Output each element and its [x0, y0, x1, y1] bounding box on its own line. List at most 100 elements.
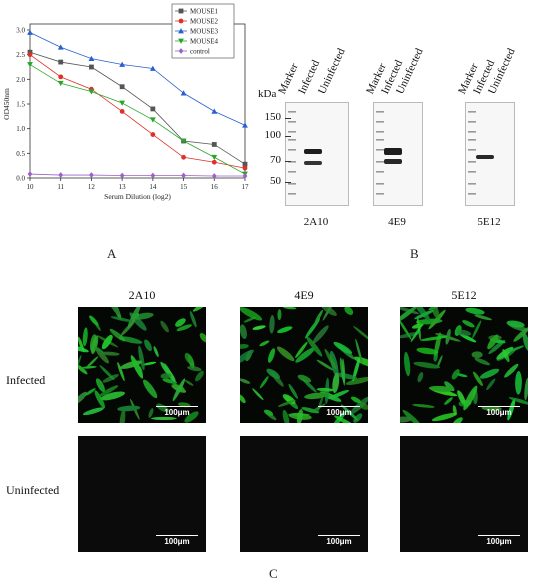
ladder-band	[376, 121, 384, 123]
data-point-mouse3	[242, 122, 248, 128]
uninfected-fluorescence-image: 100μm	[240, 436, 368, 552]
ladder-band	[288, 139, 296, 141]
data-point-mouse4	[180, 138, 187, 144]
series-line-mouse4	[29, 64, 246, 175]
series-line-control	[29, 173, 245, 177]
ladder-band	[468, 161, 476, 163]
panel-label-c: C	[269, 566, 278, 581]
uninfected-fluorescence-image: 100μm	[400, 436, 528, 552]
row-label: Uninfected	[6, 483, 60, 497]
x-tick-label: 11	[57, 183, 64, 191]
blot-membrane	[373, 102, 423, 206]
series-line-mouse1	[29, 51, 246, 165]
scale-bar-label: 100μm	[486, 537, 512, 546]
data-point-mouse1	[27, 49, 33, 55]
marker-tick	[285, 161, 291, 162]
cell-staining	[78, 307, 206, 423]
data-point-mouse3	[88, 55, 95, 62]
y-axis-label: OD450nm	[2, 88, 11, 120]
data-point-mouse1	[211, 142, 217, 147]
data-point-mouse2	[150, 132, 156, 137]
infected-fluorescence-image: 100μm	[240, 307, 368, 423]
scale-bar: 100μm	[318, 534, 360, 546]
protein-band	[384, 159, 402, 164]
data-point-mouse1	[242, 161, 248, 167]
data-point-mouse2	[58, 74, 64, 80]
ladder-band	[288, 193, 296, 195]
legend-marker	[178, 38, 184, 44]
ladder-band	[376, 161, 384, 163]
panel-label-a: A	[107, 246, 117, 261]
y-tick-label: 3.0	[16, 27, 25, 35]
legend-marker	[178, 48, 184, 54]
marker-size-label: 50	[270, 175, 281, 187]
ladder-band	[376, 171, 384, 173]
blot-membrane	[285, 102, 349, 206]
blot-bands	[376, 111, 402, 195]
scale-bar-label: 100μm	[164, 537, 190, 546]
x-tick-label: 16	[211, 183, 219, 191]
ladder-band	[468, 149, 476, 151]
data-point-mouse2	[242, 165, 248, 171]
ladder-band	[288, 131, 296, 133]
data-point-control	[119, 172, 125, 179]
legend-entry: MOUSE4	[190, 38, 219, 46]
data-point-mouse2	[181, 154, 186, 160]
series-line-mouse3	[29, 32, 246, 126]
x-tick-label: 13	[119, 183, 127, 191]
scale-bar: 100μm	[478, 405, 520, 417]
data-point-mouse4	[149, 117, 156, 123]
marker-size-label: 70	[270, 154, 281, 166]
data-point-mouse4	[119, 100, 126, 106]
protein-band	[476, 155, 494, 159]
ladder-band	[376, 139, 384, 141]
ladder-band	[468, 183, 476, 185]
x-tick-label: 10	[27, 183, 35, 191]
series-line-mouse2	[29, 54, 246, 169]
data-point-mouse2	[27, 52, 33, 58]
data-point-mouse3	[211, 108, 218, 114]
scale-bar-label: 100μm	[326, 408, 352, 417]
data-point-mouse4	[27, 62, 33, 68]
y-tick-label: 2.5	[16, 51, 25, 59]
lane-label: Uninfected	[316, 46, 348, 96]
uninfected-fluorescence-image: 100μm	[78, 436, 206, 552]
legend-entry: MOUSE1	[190, 8, 219, 16]
ladder-band	[376, 131, 384, 133]
ladder-band	[468, 121, 476, 123]
data-point-control	[58, 172, 64, 178]
scale-bar-label: 100μm	[164, 408, 190, 417]
scale-bar: 100μm	[318, 405, 360, 417]
data-point-mouse2	[211, 159, 217, 165]
column-label: 5E12	[451, 288, 477, 302]
y-tick-label: 0.5	[16, 150, 25, 158]
legend-marker	[178, 28, 184, 34]
data-point-control	[181, 172, 186, 179]
ladder-band	[288, 111, 296, 113]
data-point-mouse1	[150, 106, 156, 112]
panel-label-b: B	[410, 246, 419, 261]
data-point-mouse1	[89, 64, 94, 70]
data-point-mouse1	[58, 59, 64, 65]
data-point-control	[242, 173, 248, 179]
ladder-band	[468, 193, 476, 195]
x-tick-label: 14	[149, 183, 157, 191]
ladder-band	[376, 193, 384, 195]
data-point-mouse1	[119, 84, 125, 90]
data-point-control	[211, 173, 217, 179]
scale-bar-label: 100μm	[326, 537, 352, 546]
cell-staining	[240, 307, 368, 423]
ladder-band	[376, 149, 384, 151]
plot-frame	[29, 23, 246, 179]
blot-antibody-label: 2A10	[303, 216, 329, 228]
marker-size-label: 100	[264, 129, 282, 141]
cell-staining	[400, 307, 528, 423]
x-axis-label: Serum Dilution (log2)	[104, 192, 171, 201]
data-point-mouse4	[88, 89, 95, 95]
y-tick-label: 2.0	[16, 76, 25, 84]
ladder-band	[376, 183, 384, 185]
blot-antibody-label: 4E9	[388, 216, 406, 228]
legend-entry: MOUSE3	[190, 28, 219, 36]
ladder-band	[288, 149, 296, 151]
protein-band	[304, 149, 322, 154]
